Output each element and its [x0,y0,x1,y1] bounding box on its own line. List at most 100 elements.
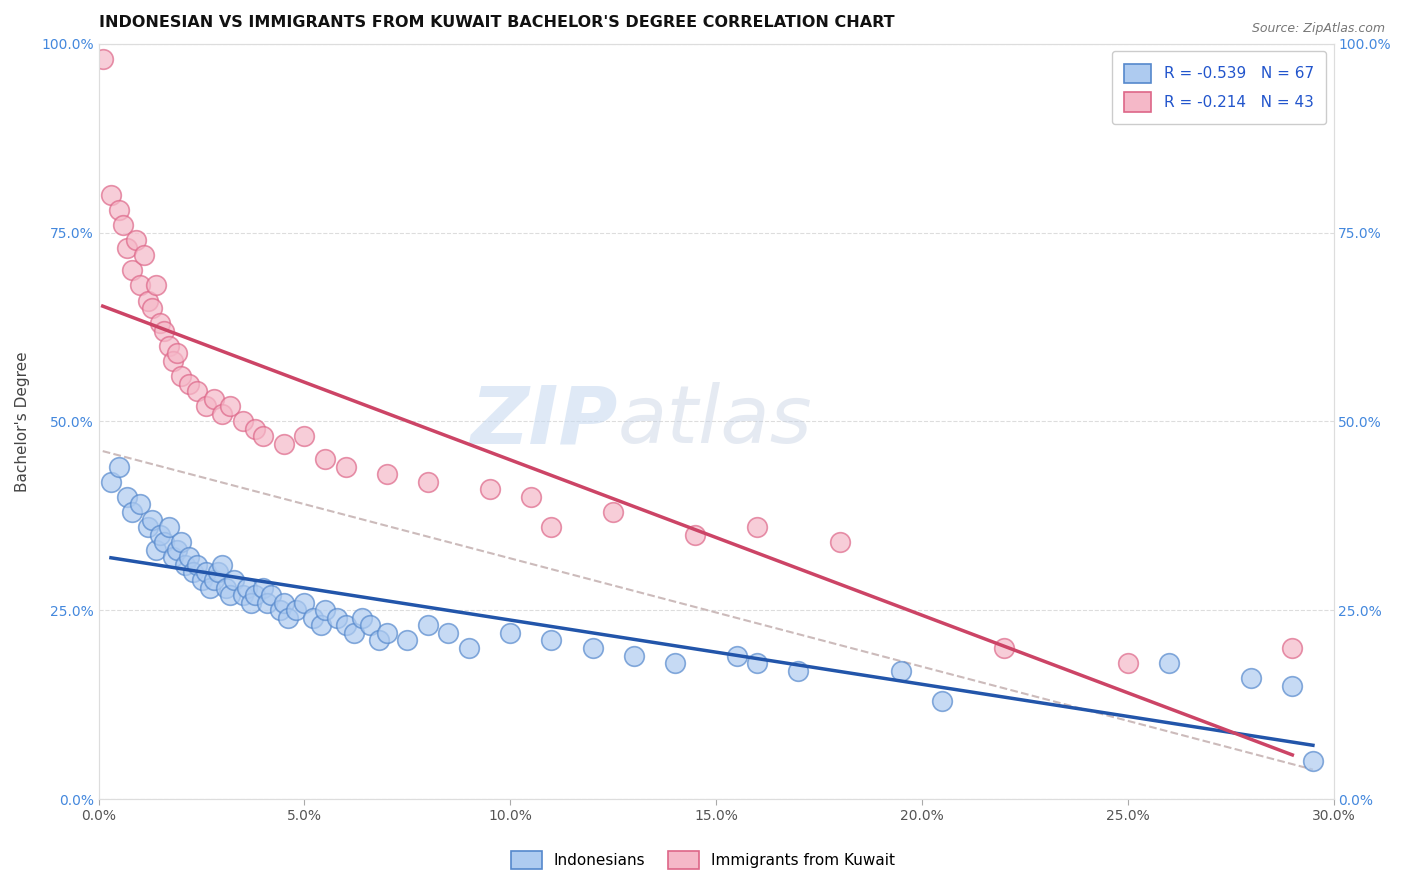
Point [157,520,180,534]
Point [294,429,316,443]
Point [198,581,221,595]
Point [581,640,603,655]
Point [890,664,912,678]
Point [252,429,274,443]
Legend: R = -0.539   N = 67, R = -0.214   N = 43: R = -0.539 N = 67, R = -0.214 N = 43 [1112,52,1326,124]
Point [117,490,139,504]
Point [396,633,419,648]
Point [211,407,233,421]
Point [623,648,645,663]
Y-axis label: Bachelor's Degree: Bachelor's Degree [15,351,30,491]
Point [685,527,707,541]
Legend: Indonesians, Immigrants from Kuwait: Indonesians, Immigrants from Kuwait [505,845,901,875]
Point [170,535,193,549]
Point [219,588,242,602]
Point [828,535,851,549]
Point [326,611,349,625]
Point [416,475,439,489]
Point [202,573,225,587]
Point [179,550,201,565]
Point [375,626,398,640]
Point [224,573,246,587]
Point [100,187,122,202]
Point [128,498,150,512]
Point [153,535,176,549]
Point [236,581,259,595]
Point [416,618,439,632]
Point [335,459,357,474]
Point [747,656,769,670]
Point [437,626,460,640]
Point [367,633,389,648]
Point [747,520,769,534]
Point [145,542,167,557]
Point [157,339,180,353]
Point [174,558,197,572]
Point [91,52,114,66]
Text: atlas: atlas [617,383,813,460]
Point [219,399,242,413]
Point [335,618,357,632]
Point [108,459,131,474]
Point [232,414,254,428]
Point [294,596,316,610]
Point [112,218,135,232]
Text: Source: ZipAtlas.com: Source: ZipAtlas.com [1251,22,1385,36]
Point [1281,679,1303,693]
Point [273,596,295,610]
Point [136,293,159,308]
Point [478,483,501,497]
Point [211,558,233,572]
Point [190,573,212,587]
Point [194,566,217,580]
Point [215,581,238,595]
Point [141,301,163,315]
Point [458,640,481,655]
Point [252,581,274,595]
Point [273,437,295,451]
Point [1116,656,1139,670]
Point [162,354,184,368]
Point [540,520,562,534]
Point [309,618,332,632]
Point [1302,754,1324,768]
Point [725,648,748,663]
Point [202,392,225,406]
Point [239,596,262,610]
Point [269,603,291,617]
Point [108,202,131,217]
Point [170,369,193,384]
Point [145,278,167,293]
Point [232,588,254,602]
Point [149,527,172,541]
Point [207,566,229,580]
Point [343,626,366,640]
Point [186,558,208,572]
Point [352,611,374,625]
Point [1240,671,1263,685]
Point [602,505,624,519]
Point [285,603,308,617]
Point [166,542,188,557]
Point [243,422,266,436]
Point [194,399,217,413]
Text: INDONESIAN VS IMMIGRANTS FROM KUWAIT BACHELOR'S DEGREE CORRELATION CHART: INDONESIAN VS IMMIGRANTS FROM KUWAIT BAC… [98,15,894,30]
Point [136,520,159,534]
Point [375,467,398,482]
Point [186,384,208,399]
Point [1157,656,1180,670]
Point [121,263,143,277]
Point [787,664,810,678]
Point [162,550,184,565]
Point [520,490,543,504]
Point [931,694,953,708]
Point [132,248,155,262]
Point [117,241,139,255]
Point [256,596,278,610]
Point [243,588,266,602]
Point [121,505,143,519]
Point [179,376,201,391]
Point [149,316,172,330]
Point [153,324,176,338]
Point [277,611,299,625]
